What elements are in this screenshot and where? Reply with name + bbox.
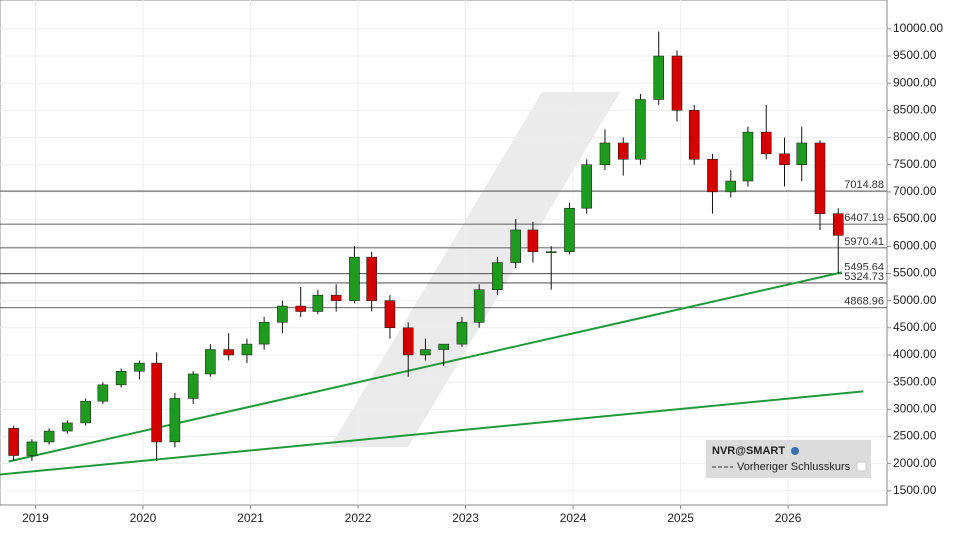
legend-box xyxy=(706,440,871,478)
candle-body xyxy=(814,142,826,214)
y-tick-label: 4000.00 xyxy=(893,347,937,361)
level-label-bg xyxy=(842,211,886,224)
level-label: 5324.73 xyxy=(844,271,884,283)
y-tick-label: 8500.00 xyxy=(893,103,937,117)
x-tick-label: 2024 xyxy=(560,511,587,525)
level-label-bg xyxy=(842,178,886,191)
level-label: 4868.96 xyxy=(844,296,884,308)
candle-body xyxy=(187,373,199,399)
candle-body xyxy=(223,349,234,356)
candle-body xyxy=(151,362,162,443)
legend-title: NVR@SMART xyxy=(712,445,785,457)
candle-body xyxy=(8,428,19,456)
candle-body xyxy=(97,384,109,402)
level-label-bg xyxy=(842,294,886,307)
candle-body xyxy=(80,400,91,424)
y-tick-label: 5500.00 xyxy=(893,266,937,280)
candle-body xyxy=(725,180,737,193)
x-tick-label: 2020 xyxy=(130,511,157,525)
y-tick-label: 4500.00 xyxy=(893,320,937,334)
y-tick-label: 6000.00 xyxy=(893,238,937,252)
candle-body xyxy=(312,294,324,312)
candle-body xyxy=(473,289,485,323)
y-tick-label: 6500.00 xyxy=(893,211,937,225)
x-tick-label: 2019 xyxy=(22,511,49,525)
candle-body xyxy=(707,159,718,193)
y-tick-label: 2000.00 xyxy=(893,456,937,470)
candle-body xyxy=(330,294,342,301)
x-tick-label: 2022 xyxy=(345,511,372,525)
candle-body xyxy=(635,99,646,160)
x-tick-label: 2025 xyxy=(667,511,694,525)
trend-line xyxy=(8,271,843,463)
candle-body xyxy=(169,398,181,443)
candle-body xyxy=(653,55,664,100)
candle-body xyxy=(599,142,611,165)
y-tick-label: 7000.00 xyxy=(893,184,937,198)
y-tick-label: 8000.00 xyxy=(893,130,937,144)
candle-body xyxy=(205,349,216,375)
candle-body xyxy=(402,327,414,356)
candle-body xyxy=(742,131,754,182)
candle-body xyxy=(760,131,772,155)
candle-body xyxy=(779,153,790,165)
candle-body xyxy=(564,207,575,252)
candle-body xyxy=(545,251,557,253)
y-tick-label: 10000.00 xyxy=(893,21,943,35)
level-label: 5970.41 xyxy=(844,236,884,248)
watermark xyxy=(330,92,620,447)
candle-body xyxy=(349,256,360,301)
candle-body xyxy=(438,343,449,350)
candle-body xyxy=(510,229,521,263)
candle-body xyxy=(671,55,683,111)
candle-body xyxy=(258,322,270,345)
y-tick-label: 1500.00 xyxy=(893,483,937,497)
candle-body xyxy=(115,371,127,386)
candle-body xyxy=(688,110,700,160)
level-label-bg xyxy=(842,269,886,282)
candle-body xyxy=(43,430,55,443)
plot-area xyxy=(0,0,888,506)
candle-body xyxy=(420,349,431,356)
candle-body xyxy=(384,300,396,329)
y-tick-label: 7500.00 xyxy=(893,157,937,171)
candle-body xyxy=(134,362,145,372)
candle-body xyxy=(617,142,629,160)
candle-body xyxy=(26,441,38,456)
candle-body xyxy=(62,422,73,432)
legend: NVR@SMART Vorheriger Schlusskurs xyxy=(706,440,871,478)
x-tick-label: 2021 xyxy=(237,511,264,525)
legend-label: Vorheriger Schlusskurs xyxy=(737,461,851,473)
level-label-bg xyxy=(842,234,886,247)
candle-body xyxy=(796,142,807,165)
x-tick-label: 2023 xyxy=(452,511,479,525)
candle-body xyxy=(295,305,306,312)
candle-body xyxy=(832,213,844,236)
candle-body xyxy=(581,164,592,209)
y-tick-label: 9500.00 xyxy=(893,48,937,62)
y-tick-label: 3000.00 xyxy=(893,401,937,415)
level-label: 6407.19 xyxy=(844,212,884,224)
trend-line xyxy=(0,390,864,476)
level-label-bg xyxy=(842,260,886,273)
x-tick-label: 2026 xyxy=(775,511,802,525)
y-tick-label: 3500.00 xyxy=(893,374,937,388)
candle-body xyxy=(277,305,288,323)
candle-body xyxy=(492,262,503,290)
legend-checkbox[interactable] xyxy=(856,461,867,472)
y-tick-label: 5000.00 xyxy=(893,293,937,307)
candle-body xyxy=(366,256,377,301)
legend-icon xyxy=(791,447,799,455)
candle-body xyxy=(527,229,539,252)
level-label: 7014.88 xyxy=(844,179,884,191)
y-tick-label: 9000.00 xyxy=(893,75,937,89)
candle-body xyxy=(241,343,253,356)
candle-body xyxy=(456,322,468,345)
y-tick-label: 2500.00 xyxy=(893,429,937,443)
